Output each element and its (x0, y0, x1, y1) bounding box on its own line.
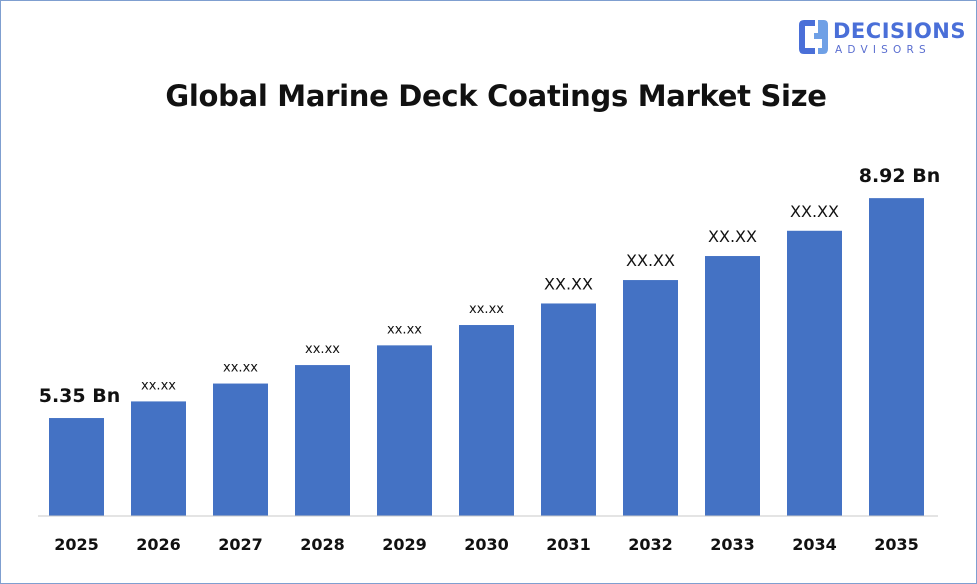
decisions-logo-icon (799, 20, 828, 54)
bar-2027 (213, 383, 268, 516)
x-tick-2029: 2029 (382, 535, 427, 554)
data-label-2034: XX.XX (790, 202, 839, 221)
x-tick-2033: 2033 (710, 535, 755, 554)
chart-title: Global Marine Deck Coatings Market Size (165, 79, 827, 113)
data-label-2026: xx.xx (141, 378, 176, 393)
data-label-2031: XX.XX (544, 274, 593, 293)
bar-2033 (705, 256, 760, 516)
bars-group (49, 198, 924, 517)
bar-2025 (49, 418, 104, 516)
bar-2030 (459, 325, 514, 516)
data-label-2027: xx.xx (223, 361, 258, 376)
x-tick-2026: 2026 (136, 535, 181, 554)
data-label-2029: xx.xx (387, 322, 422, 337)
bar-2031 (541, 303, 596, 516)
bar-2035 (869, 198, 924, 517)
x-axis-ticks: 2025 2026 2027 2028 2029 2030 2031 2032 2033 2034… (54, 535, 919, 554)
bar-2034 (787, 230, 842, 516)
x-tick-2027: 2027 (218, 535, 263, 554)
x-tick-2028: 2028 (300, 535, 345, 554)
data-label-2030: xx.xx (469, 302, 504, 317)
x-tick-2032: 2032 (628, 535, 673, 554)
bar-2026 (131, 401, 186, 516)
bar-2029 (377, 345, 432, 516)
data-label-2025: 5.35 Bn (39, 385, 121, 407)
data-label-2035: 8.92 Bn (859, 165, 941, 187)
x-tick-2031: 2031 (546, 535, 591, 554)
bar-2032 (623, 280, 678, 516)
data-labels: 5.35 Bn xx.xx xx.xx xx.xx xx.xx xx.xx XX.XX XX.… (39, 165, 941, 407)
brand-name-line1: DECISIONS (833, 19, 966, 43)
brand-logo: DECISIONS ADVISORS (795, 15, 966, 59)
x-tick-2030: 2030 (464, 535, 509, 554)
brand-name-line2: ADVISORS (835, 44, 931, 56)
x-tick-2035: 2035 (874, 535, 919, 554)
x-tick-2034: 2034 (792, 535, 837, 554)
bar-2028 (295, 365, 350, 516)
data-label-2032: XX.XX (626, 251, 675, 270)
data-label-2028: xx.xx (305, 342, 340, 357)
x-tick-2025: 2025 (54, 535, 99, 554)
data-label-2033: XX.XX (708, 227, 757, 246)
